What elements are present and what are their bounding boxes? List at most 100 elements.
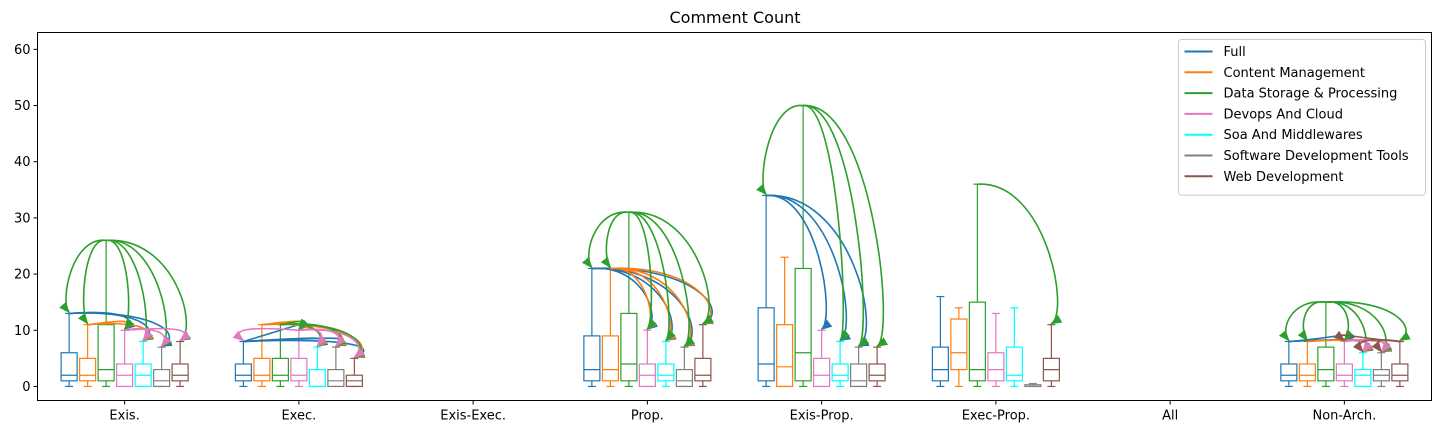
arrow-exis-prop-full-to-devops-and-cloud — [766, 194, 833, 330]
iqr-box — [987, 352, 1005, 382]
box-exis-prop-devops-and-cloud — [813, 329, 831, 388]
box-prop-full — [583, 267, 601, 388]
box-prop-software-development-tools — [675, 346, 693, 388]
iqr-box — [1335, 363, 1353, 382]
arrow-non-arch-data-storage-and-processing-to-web-development — [1325, 301, 1411, 342]
x-tick-label-exis: Exis. — [109, 409, 139, 424]
box-exis-web-development — [171, 340, 189, 388]
arrow-exec-devops-and-cloud-to-full — [232, 327, 299, 342]
arrow-prop-data-storage-and-processing-to-full — [581, 211, 629, 269]
plot-area — [60, 104, 1409, 388]
iqr-box — [60, 352, 78, 382]
box-exis-soa-and-middlewares — [134, 340, 152, 388]
iqr-box — [97, 324, 115, 382]
box-exis-full — [60, 312, 78, 388]
arrow-exis-data-storage-and-processing-to-content-management — [77, 239, 107, 325]
legend-label-devops-and-cloud: Devops And Cloud — [1224, 107, 1343, 122]
iqr-box — [253, 357, 271, 382]
iqr-box — [308, 368, 326, 388]
y-tick-label: 10 — [14, 324, 31, 339]
iqr-box — [271, 357, 289, 382]
x-tick-label-all: All — [1162, 409, 1178, 424]
arrow-non-arch-data-storage-and-processing-to-content-management — [1297, 301, 1327, 342]
box-exec-full — [234, 340, 252, 388]
arrow-exis-prop-data-storage-and-processing-to-full — [756, 104, 804, 196]
axes: 0 10 20 30 40 50 60 Exis. Exec. Exis-Exec. Prop. Ex… — [14, 43, 1376, 424]
box-exis-prop-content-management — [776, 256, 794, 388]
legend-label-web-development: Web Development — [1224, 170, 1344, 185]
box-exec-soa-and-middlewares — [308, 346, 326, 388]
iqr-box — [1354, 368, 1372, 388]
arrow-exec-devops-and-cloud-to-web-development — [298, 328, 366, 359]
box-prop-data-storage-and-processing — [620, 211, 638, 388]
iqr-box — [694, 357, 712, 382]
arrow-non-arch-full-to-software-development-tools — [1288, 339, 1393, 353]
arrow-exis-prop-data-storage-and-processing-to-software-development-tools — [803, 104, 870, 347]
arrow-exis-prop-data-storage-and-processing-to-web-development — [803, 104, 889, 347]
iqr-box — [657, 363, 675, 382]
box-exec-prop-software-development-tools — [1024, 383, 1042, 388]
box-exec-web-development — [345, 357, 363, 388]
iqr-box — [1391, 363, 1409, 382]
box-prop-content-management — [601, 267, 619, 388]
legend-label-full: Full — [1224, 45, 1246, 60]
box-non-arch-full — [1280, 340, 1298, 388]
box-exec-data-storage-and-processing — [271, 324, 289, 388]
iqr-box — [1005, 346, 1023, 382]
arrow-exis-devops-and-cloud-to-web-development — [124, 327, 191, 342]
box-prop-devops-and-cloud — [638, 329, 656, 388]
plot-frame — [37, 32, 1432, 401]
iqr-box — [950, 318, 968, 371]
significance-arrows — [59, 104, 1411, 359]
x-tick-label-exis-exec: Exis-Exec. — [440, 409, 506, 424]
box-exec-prop-content-management — [950, 307, 968, 388]
arrow-exis-data-storage-and-processing-to-full — [59, 239, 107, 314]
legend-label-soa-and-middlewares: Soa And Middlewares — [1224, 128, 1363, 143]
iqr-box — [601, 335, 619, 382]
iqr-box — [813, 357, 831, 388]
iqr-box — [620, 312, 638, 382]
box-non-arch-data-storage-and-processing — [1317, 301, 1335, 388]
box-exis-content-management — [79, 324, 97, 388]
box-exec-prop-web-development — [1042, 324, 1060, 388]
arrow-non-arch-data-storage-and-processing-to-full — [1278, 301, 1326, 342]
y-tick-label: 40 — [14, 155, 31, 170]
x-tick-label-prop: Prop. — [631, 409, 664, 424]
box-exis-prop-full — [757, 194, 775, 388]
y-tick-label: 20 — [14, 268, 31, 283]
iqr-box — [583, 335, 601, 382]
box-exis-prop-software-development-tools — [850, 346, 868, 388]
iqr-box — [290, 357, 308, 382]
iqr-box — [831, 363, 849, 382]
iqr-box — [868, 363, 886, 382]
box-exis-prop-web-development — [868, 346, 886, 388]
iqr-box — [153, 368, 171, 388]
arrow-exec-prop-data-storage-and-processing-to-web-development — [977, 183, 1063, 325]
legend-label-software-development-tools: Software Development Tools — [1224, 149, 1409, 164]
arrow-exis-content-management-to-devops-and-cloud — [87, 318, 135, 331]
legend: Full Content Management Data Storage & Pro… — [1178, 39, 1426, 196]
arrow-prop-data-storage-and-processing-to-devops-and-cloud — [628, 211, 658, 331]
box-prop-soa-and-middlewares — [657, 340, 675, 388]
chart-title: Comment Count — [670, 8, 801, 27]
arrow-non-arch-web-development-to-software-development-tools — [1371, 339, 1401, 353]
iqr-box — [675, 368, 693, 388]
iqr-box — [1280, 363, 1298, 382]
box-exis-prop-soa-and-middlewares — [831, 340, 849, 388]
x-tick-label-exis-prop: Exis-Prop. — [790, 409, 854, 424]
iqr-box — [171, 363, 189, 382]
y-tick-label: 60 — [14, 43, 31, 58]
legend-label-data-storage-and-processing: Data Storage & Processing — [1224, 87, 1398, 102]
box-non-arch-software-development-tools — [1372, 352, 1390, 388]
arrow-prop-data-storage-and-processing-to-software-development-tools — [628, 211, 696, 347]
arrow-exis-prop-full-to-software-development-tools — [766, 194, 870, 347]
x-tick-label-exec-prop: Exec-Prop. — [962, 409, 1030, 424]
box-exec-prop-data-storage-and-processing — [968, 183, 986, 388]
box-exis-devops-and-cloud — [116, 329, 134, 388]
iqr-box — [757, 307, 775, 382]
box-non-arch-content-management — [1298, 340, 1316, 388]
arrow-exis-prop-data-storage-and-processing-to-soa-and-middlewares — [803, 104, 851, 342]
y-tick-label: 50 — [14, 99, 31, 114]
box-exis-prop-data-storage-and-processing — [794, 104, 812, 388]
iqr-box — [79, 357, 97, 382]
